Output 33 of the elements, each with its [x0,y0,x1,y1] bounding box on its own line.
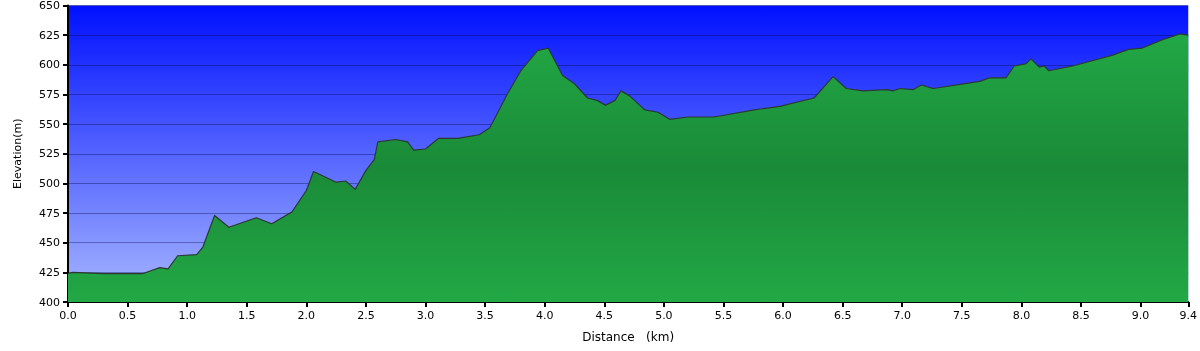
x-tick-label: 5.5 [714,309,733,322]
y-tick-label: 500 [39,176,60,190]
x-tick-label: 4.5 [595,309,614,322]
x-tick-label: 8.5 [1072,309,1090,322]
y-tick-label: 525 [39,147,60,161]
y-tick-label: 575 [39,87,60,101]
x-tick-label: 2.5 [357,309,375,322]
x-tick-label: 9.4 [1179,309,1197,322]
x-tick-label: 0.0 [59,309,77,322]
y-tick-label: 625 [39,28,60,42]
x-axis-title: Distance (km) [582,330,675,344]
y-tick-label: 550 [39,117,60,131]
y-tick-label: 400 [39,295,60,309]
y-tick-label: 650 [39,0,60,12]
y-tick-label: 450 [39,236,60,250]
x-tick-label: 3.5 [476,309,494,322]
x-tick-label: 1.5 [238,309,256,322]
x-tick-label: 9.0 [1131,309,1150,322]
x-tick-label: 7.0 [893,309,911,322]
x-tick-label: 4.0 [535,309,554,322]
x-tick-label: 3.0 [416,309,435,322]
x-tick-label: 6.5 [833,309,852,322]
x-tick-label: 8.0 [1012,309,1031,322]
y-tick-label: 600 [39,58,60,72]
x-tick-label: 1.0 [178,309,196,322]
y-tick-label: 425 [39,265,60,279]
y-tick-label: 475 [39,206,60,220]
x-tick-label: 5.0 [655,309,673,322]
x-tick-label: 6.0 [774,309,792,322]
x-tick-label: 7.5 [953,309,971,322]
x-tick-label: 2.0 [297,309,316,322]
x-tick-label: 0.5 [118,309,137,322]
y-axis-title: Elevation(m) [11,118,24,189]
